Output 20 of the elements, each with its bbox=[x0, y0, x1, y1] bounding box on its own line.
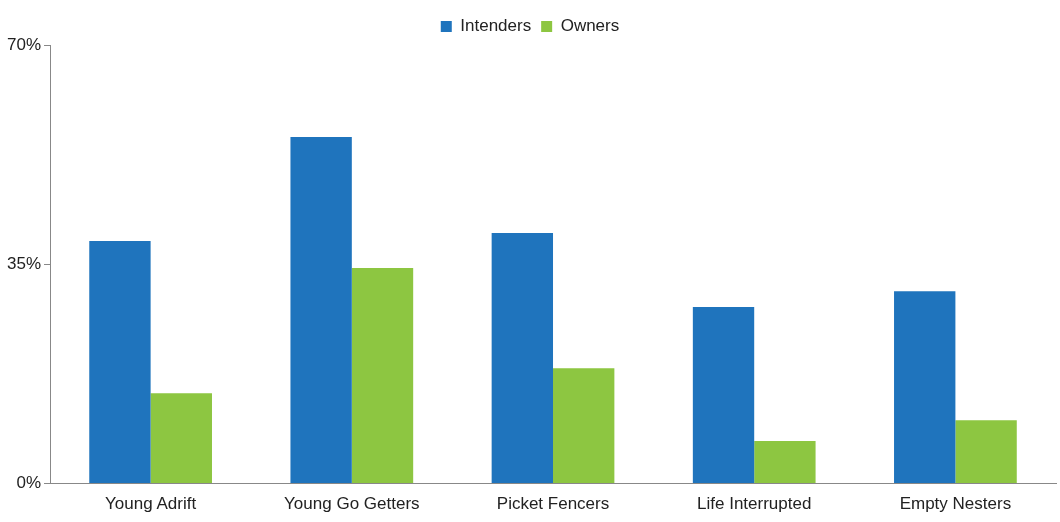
bar bbox=[894, 291, 956, 484]
legend-label: Intenders bbox=[460, 16, 532, 36]
x-tick-label: Young Go Getters bbox=[284, 494, 420, 514]
bar bbox=[955, 420, 1017, 484]
x-tick-label: Life Interrupted bbox=[697, 494, 812, 514]
x-tick-label: Picket Fencers bbox=[496, 494, 610, 514]
bar bbox=[491, 232, 554, 484]
bar bbox=[89, 241, 151, 484]
bar bbox=[290, 137, 352, 484]
y-tick-label: 70% bbox=[6, 34, 42, 54]
y-tick-label: 35% bbox=[6, 253, 42, 273]
bar bbox=[351, 268, 414, 484]
x-tick-label: Empty Nesters bbox=[899, 494, 1012, 514]
legend-label: Owners bbox=[560, 16, 620, 36]
x-tick-label: Young Adrift bbox=[105, 494, 197, 514]
bar bbox=[692, 306, 755, 484]
bar bbox=[150, 393, 212, 484]
bar bbox=[754, 440, 816, 484]
y-tick-label: 0% bbox=[16, 473, 42, 493]
bar bbox=[553, 368, 615, 484]
